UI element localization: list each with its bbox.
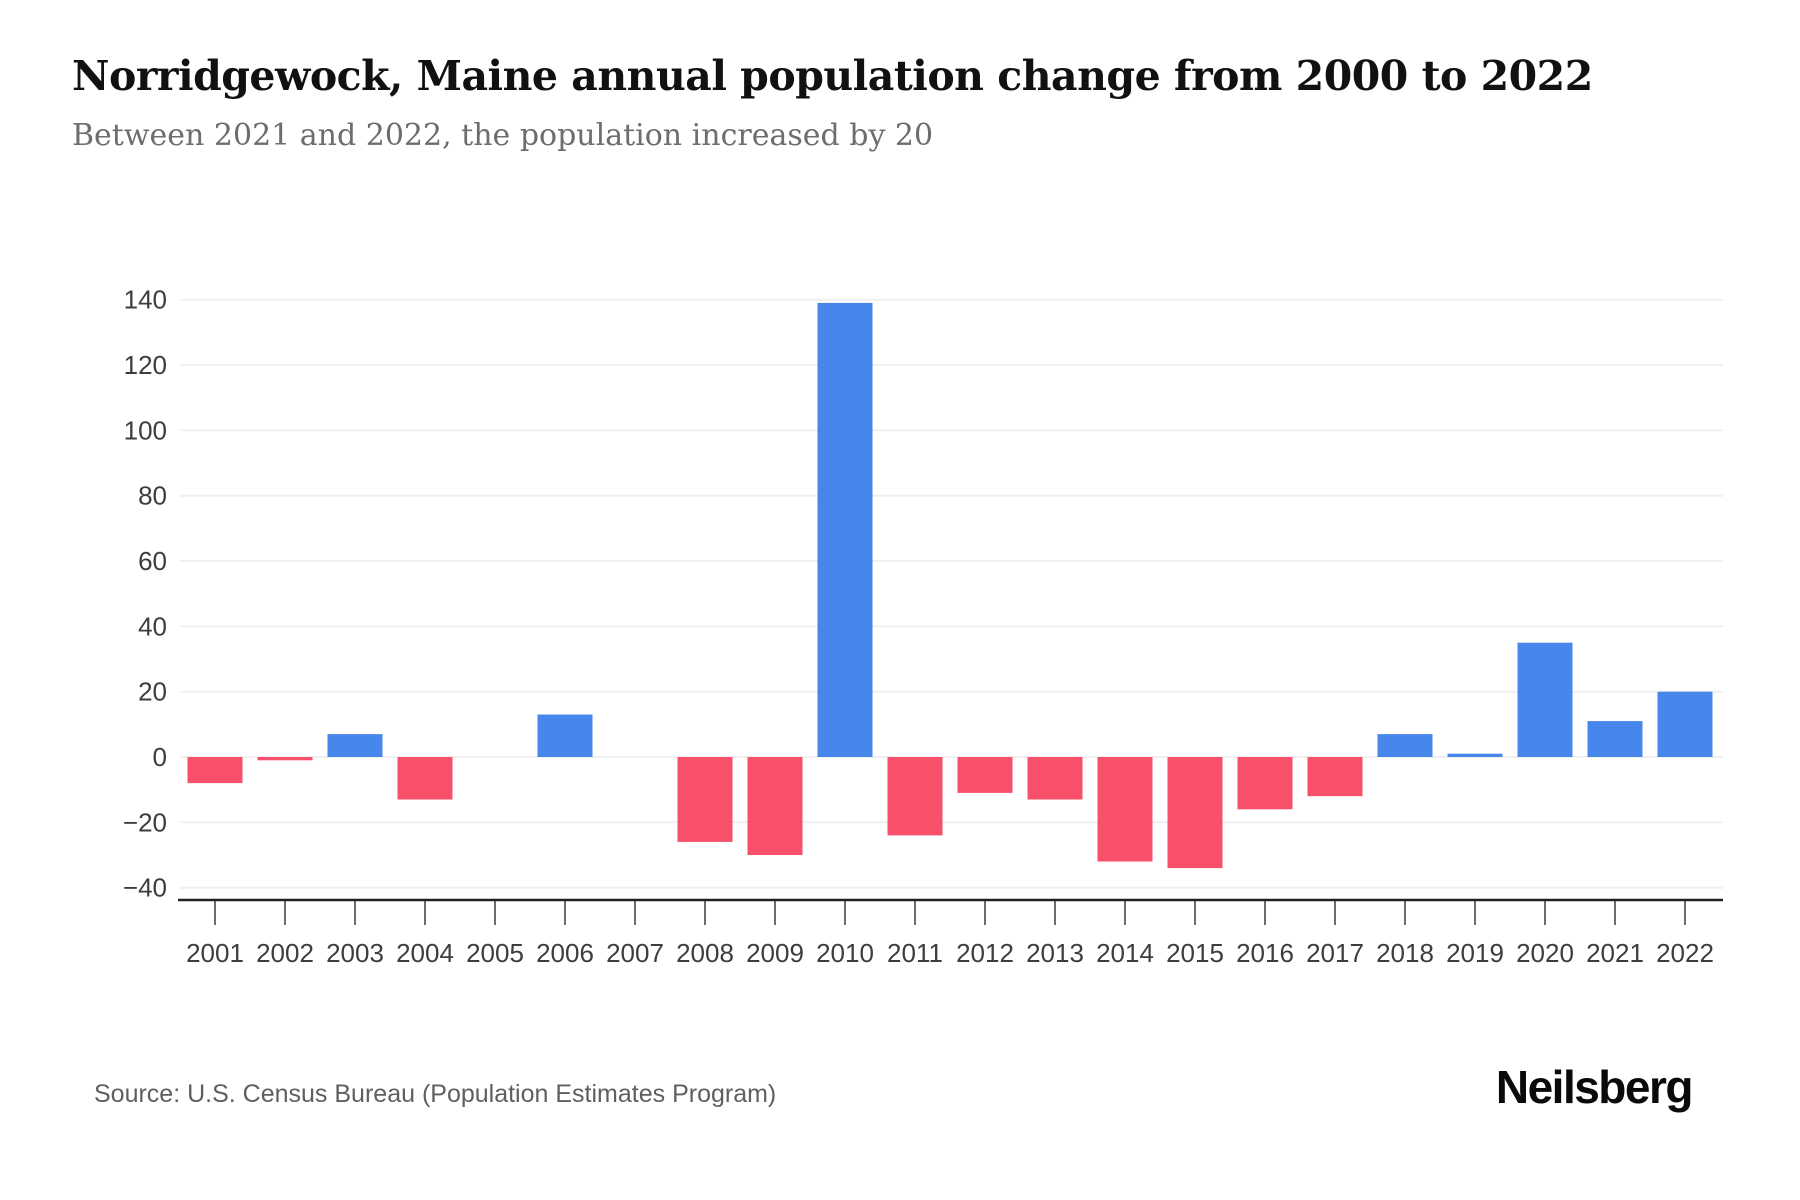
x-axis-label-2013: 2013 bbox=[1026, 938, 1084, 968]
y-axis-label-40: 40 bbox=[138, 611, 167, 641]
x-axis-label-2005: 2005 bbox=[466, 938, 524, 968]
x-axis-label-2016: 2016 bbox=[1236, 938, 1294, 968]
y-axis-label-0: 0 bbox=[153, 742, 167, 772]
source-note: Source: U.S. Census Bureau (Population E… bbox=[94, 1080, 777, 1108]
x-axis-label-2003: 2003 bbox=[326, 938, 384, 968]
y-axis-label--20: −20 bbox=[123, 807, 167, 837]
bar-2012[interactable] bbox=[957, 757, 1013, 793]
bar-2008[interactable] bbox=[677, 757, 733, 842]
bar-2011[interactable] bbox=[887, 757, 943, 836]
bar-2015[interactable] bbox=[1167, 757, 1223, 869]
y-axis-label-20: 20 bbox=[138, 677, 167, 707]
y-axis-label-60: 60 bbox=[138, 546, 167, 576]
bar-2017[interactable] bbox=[1307, 757, 1363, 797]
bar-2003[interactable] bbox=[327, 734, 383, 757]
x-axis-label-2007: 2007 bbox=[606, 938, 664, 968]
x-axis-label-2011: 2011 bbox=[887, 938, 943, 968]
x-axis-label-2014: 2014 bbox=[1096, 938, 1154, 968]
x-axis-label-2020: 2020 bbox=[1516, 938, 1574, 968]
x-axis-label-2002: 2002 bbox=[256, 938, 314, 968]
y-axis-label-120: 120 bbox=[124, 350, 167, 380]
bar-2013[interactable] bbox=[1027, 757, 1083, 800]
x-axis-label-2022: 2022 bbox=[1656, 938, 1714, 968]
bar-2001[interactable] bbox=[187, 757, 243, 784]
chart-subtitle: Between 2021 and 2022, the population in… bbox=[72, 118, 934, 153]
bar-2019[interactable] bbox=[1447, 753, 1503, 757]
bar-2009[interactable] bbox=[747, 757, 803, 855]
y-axis-label-80: 80 bbox=[138, 481, 167, 511]
bar-2010[interactable] bbox=[817, 302, 873, 757]
y-axis-label--40: −40 bbox=[123, 873, 167, 903]
x-axis-label-2010: 2010 bbox=[816, 938, 874, 968]
bar-2004[interactable] bbox=[397, 757, 453, 800]
x-axis-label-2019: 2019 bbox=[1446, 938, 1504, 968]
y-axis-label-100: 100 bbox=[124, 415, 167, 445]
bar-2016[interactable] bbox=[1237, 757, 1293, 810]
bar-2018[interactable] bbox=[1377, 734, 1433, 757]
bar-2020[interactable] bbox=[1517, 642, 1573, 757]
x-axis-label-2006: 2006 bbox=[536, 938, 594, 968]
y-axis-label-140: 140 bbox=[124, 285, 167, 315]
x-axis-label-2017: 2017 bbox=[1306, 938, 1364, 968]
bar-2002[interactable] bbox=[257, 757, 313, 761]
x-axis-label-2021: 2021 bbox=[1586, 938, 1644, 968]
bar-2006[interactable] bbox=[537, 714, 593, 758]
x-axis-label-2018: 2018 bbox=[1376, 938, 1434, 968]
x-axis-label-2015: 2015 bbox=[1166, 938, 1224, 968]
x-axis-label-2001: 2001 bbox=[186, 938, 244, 968]
chart-title: Norridgewock, Maine annual population ch… bbox=[72, 52, 1593, 100]
neilsberg-logo: Neilsberg bbox=[1495, 1061, 1694, 1113]
x-axis-label-2004: 2004 bbox=[396, 938, 454, 968]
bar-2022[interactable] bbox=[1657, 691, 1713, 757]
bar-2014[interactable] bbox=[1097, 757, 1153, 862]
x-axis-label-2009: 2009 bbox=[746, 938, 804, 968]
x-axis-label-2012: 2012 bbox=[956, 938, 1014, 968]
bar-2021[interactable] bbox=[1587, 721, 1643, 757]
x-axis-label-2008: 2008 bbox=[676, 938, 734, 968]
